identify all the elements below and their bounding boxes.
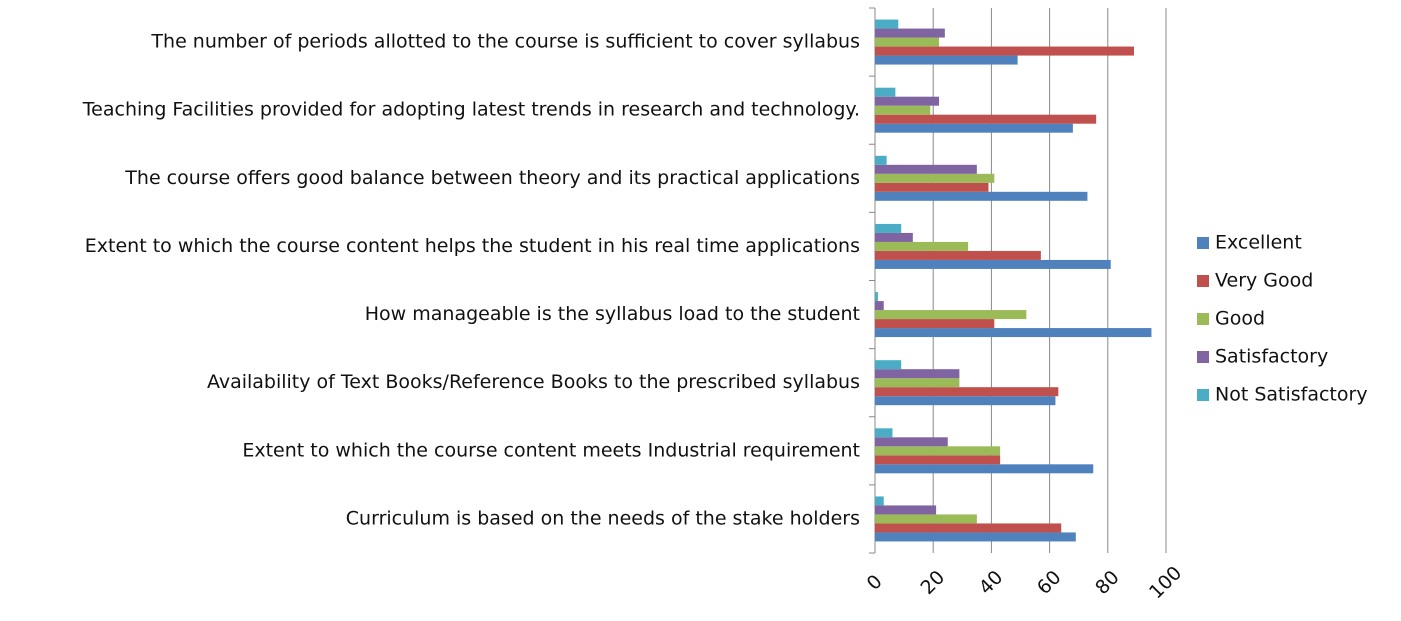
bar xyxy=(875,523,1062,533)
bar xyxy=(875,496,884,506)
bar xyxy=(875,28,945,38)
legend-label: Satisfactory xyxy=(1215,346,1328,368)
bar xyxy=(875,396,1056,406)
bar xyxy=(875,387,1059,397)
bar xyxy=(875,55,1018,65)
bar xyxy=(875,310,1027,320)
bar xyxy=(875,259,1111,269)
bar xyxy=(875,369,960,379)
bar xyxy=(875,514,977,524)
bar xyxy=(875,155,887,165)
legend-label: Very Good xyxy=(1215,270,1313,292)
bar xyxy=(875,301,884,311)
bar xyxy=(875,378,960,388)
legend-swatch xyxy=(1197,275,1209,287)
legend-label: Good xyxy=(1215,308,1265,330)
bar xyxy=(875,464,1094,474)
category-label: The course offers good balance between t… xyxy=(124,167,860,189)
x-tick-label: 80 xyxy=(1091,566,1124,599)
bar xyxy=(875,182,989,192)
bar xyxy=(875,446,1001,456)
x-tick-label: 0 xyxy=(863,571,887,595)
category-label: The number of periods allotted to the co… xyxy=(150,31,860,53)
category-label: Curriculum is based on the needs of the … xyxy=(346,507,860,529)
bar xyxy=(875,455,1001,465)
bar xyxy=(875,241,969,251)
bar xyxy=(875,250,1041,260)
x-tick-label: 60 xyxy=(1033,566,1066,599)
bar xyxy=(875,19,899,29)
legend-swatch xyxy=(1197,351,1209,363)
bar xyxy=(875,114,1097,124)
bar xyxy=(875,46,1134,56)
bar xyxy=(875,532,1076,542)
legend-label: Excellent xyxy=(1215,232,1302,254)
legend-label: Not Satisfactory xyxy=(1215,384,1368,406)
bar xyxy=(875,328,1152,338)
bar xyxy=(875,360,902,370)
bar xyxy=(875,123,1073,133)
x-tick-label: 40 xyxy=(975,566,1008,599)
bar xyxy=(875,292,878,302)
category-label: Availability of Text Books/Reference Boo… xyxy=(207,371,860,393)
bar xyxy=(875,191,1088,201)
bar xyxy=(875,505,937,515)
x-tick-label: 100 xyxy=(1145,562,1186,603)
bar xyxy=(875,105,931,115)
bar xyxy=(875,223,902,233)
legend-swatch xyxy=(1197,389,1209,401)
bar xyxy=(875,37,940,47)
category-label: Extent to which the course content meets… xyxy=(242,439,860,461)
bar xyxy=(875,96,940,106)
legend-swatch xyxy=(1197,313,1209,325)
x-tick-label: 20 xyxy=(917,566,950,599)
category-label: Extent to which the course content helps… xyxy=(85,235,860,257)
bar xyxy=(875,319,995,329)
bar xyxy=(875,173,995,183)
bar xyxy=(875,437,948,447)
bar xyxy=(875,232,913,242)
bar xyxy=(875,164,977,174)
category-label: How manageable is the syllabus load to t… xyxy=(365,303,860,325)
bar xyxy=(875,428,893,438)
category-label: Teaching Facilities provided for adoptin… xyxy=(82,99,860,121)
legend-swatch xyxy=(1197,237,1209,249)
bar xyxy=(875,87,896,97)
